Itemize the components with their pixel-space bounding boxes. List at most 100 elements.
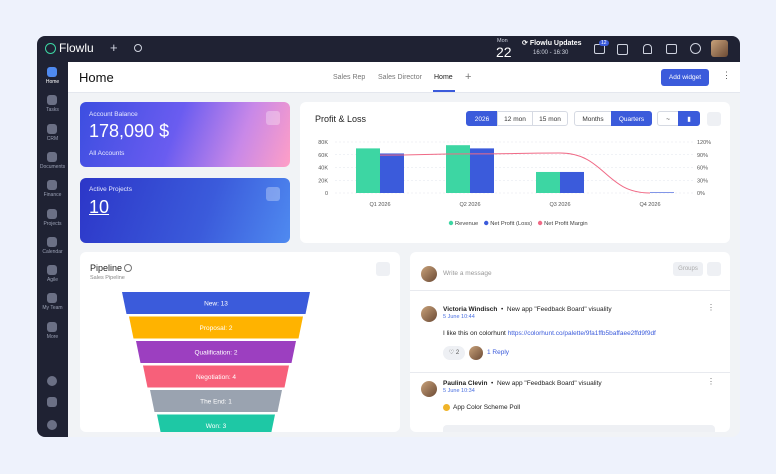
feed-card: Write a message Groups Victoria Windisch…	[410, 252, 730, 432]
brand[interactable]: Flowlu	[59, 41, 94, 55]
period-button[interactable]: 15 mon	[532, 111, 568, 126]
y2-tick-label: 120%	[697, 140, 711, 146]
sidebar-icon[interactable]	[47, 293, 57, 304]
info-icon[interactable]	[124, 264, 132, 272]
more-menu[interactable]: ⋮	[722, 70, 731, 80]
legend-swatch	[448, 220, 454, 226]
sidebar-icon[interactable]	[47, 208, 57, 219]
sidebar-bottom-icon[interactable]	[47, 420, 57, 430]
avatar	[421, 381, 437, 397]
divider	[410, 372, 730, 373]
y2-tick-label: 90%	[697, 153, 708, 159]
tab[interactable]: Sales Director	[378, 74, 422, 81]
post-link[interactable]: https://colorhunt.co/palette/9fa1ffb5baf…	[507, 330, 656, 337]
y2-tick-label: 60%	[697, 166, 708, 172]
projects-count[interactable]: 10	[89, 197, 110, 217]
sidebar-bottom-icon[interactable]	[47, 376, 57, 386]
sidebar-label[interactable]: CRM	[46, 135, 59, 142]
post-menu[interactable]: ⋮	[707, 303, 715, 312]
active-projects-card[interactable]: Active Projects 10	[80, 178, 290, 243]
sidebar-bottom-icon[interactable]	[47, 397, 57, 407]
legend-label[interactable]: Revenue	[455, 221, 478, 227]
drag-handle[interactable]	[376, 262, 390, 276]
balance-amount: 178,090 $	[89, 121, 170, 141]
notes-icon[interactable]	[617, 44, 628, 55]
drag-handle[interactable]	[707, 262, 721, 276]
poll-title[interactable]: App Color Scheme Poll	[453, 404, 521, 411]
bar	[356, 148, 380, 193]
card-link[interactable]: All Accounts	[89, 150, 125, 157]
avatar	[421, 306, 437, 322]
legend-label[interactable]: Net Profit Margin	[544, 221, 588, 227]
sidebar-icon[interactable]	[47, 151, 57, 162]
sidebar-label[interactable]: Finance	[43, 192, 62, 199]
funnel-stage[interactable]	[136, 341, 296, 363]
groups-button[interactable]: Groups	[673, 262, 703, 276]
post-date: 5 June 10:34	[443, 388, 475, 394]
sidebar-label[interactable]: Home	[45, 79, 60, 85]
card-title: Profit & Loss	[315, 114, 367, 124]
bar	[560, 171, 584, 193]
sidebar-label[interactable]: Agile	[46, 277, 59, 284]
event-day: Mon	[497, 38, 508, 44]
add-widget-button[interactable]: Add widget	[661, 69, 709, 86]
event-title[interactable]: ⟳ Flowlu Updates	[522, 40, 582, 47]
y-tick-label: 20K	[318, 178, 328, 184]
post-title[interactable]: New app "Feedback Board" visuality	[506, 306, 612, 313]
composer[interactable]: Write a message	[443, 270, 492, 277]
event-date: 22	[496, 44, 512, 60]
grouping-button[interactable]: Quarters	[611, 111, 652, 126]
bell-icon[interactable]	[643, 44, 652, 54]
drag-handle[interactable]	[266, 111, 280, 125]
like-pill[interactable]: ♡ 2	[443, 346, 465, 360]
add-button[interactable]: +	[110, 40, 118, 55]
sidebar-icon[interactable]	[47, 180, 57, 191]
sidebar-label[interactable]: Tasks	[46, 107, 59, 114]
y2-tick-label: 30%	[697, 178, 708, 184]
sidebar-label[interactable]: Calendar	[42, 248, 63, 255]
bar-view-button[interactable]: ▮	[678, 111, 700, 126]
sidebar-icon[interactable]	[47, 67, 57, 77]
sidebar-icon[interactable]	[47, 265, 57, 276]
post-title[interactable]: New app "Feedback Board" visuality	[496, 380, 602, 387]
search-icon[interactable]	[134, 44, 142, 52]
sidebar-icon[interactable]	[47, 321, 57, 332]
notification-badge: 12	[599, 40, 609, 46]
drag-handle[interactable]	[266, 187, 280, 201]
sidebar-icon[interactable]	[47, 95, 57, 106]
tab-active[interactable]: Home	[434, 74, 453, 81]
sidebar-label[interactable]: Documents	[39, 163, 66, 170]
funnel-label: Won: 3	[206, 423, 227, 430]
post-author[interactable]: Victoria Windisch	[443, 306, 498, 313]
funnel-stage[interactable]	[157, 414, 275, 433]
user-avatar[interactable]	[711, 40, 728, 57]
replies-link[interactable]: 1 Reply	[487, 349, 510, 356]
sidebar-icon[interactable]	[47, 123, 57, 134]
post-menu[interactable]: ⋮	[707, 377, 715, 386]
top-bar	[37, 36, 740, 62]
funnel-stage[interactable]	[150, 390, 282, 412]
help-icon[interactable]	[690, 43, 701, 54]
account-balance-card[interactable]: Account Balance 178,090 $ All Accounts	[80, 102, 290, 167]
sidebar-label[interactable]: My Team	[42, 305, 63, 312]
post-author[interactable]: Paulina Clevin	[443, 380, 488, 387]
y2-tick-label: 0%	[697, 191, 705, 197]
chat-icon[interactable]	[666, 44, 677, 54]
funnel-stage[interactable]	[122, 292, 310, 314]
funnel-stage[interactable]	[129, 316, 303, 339]
funnel-stage[interactable]	[143, 365, 289, 388]
legend-label[interactable]: Net Profit (Loss)	[490, 221, 532, 227]
funnel-label: The End: 1	[200, 399, 232, 406]
bar	[470, 148, 494, 193]
card-title: Pipeline	[90, 263, 123, 273]
sidebar-label[interactable]: Projects	[43, 220, 62, 227]
add-tab[interactable]: +	[465, 71, 472, 83]
post-body: I like this on colorhunt	[443, 330, 508, 337]
sidebar-icon[interactable]	[47, 236, 57, 247]
drag-handle[interactable]	[707, 112, 721, 126]
tab[interactable]: Sales Rep	[333, 74, 366, 81]
sidebar-label[interactable]: More	[46, 333, 59, 340]
grouping-button[interactable]: Months	[574, 111, 612, 126]
